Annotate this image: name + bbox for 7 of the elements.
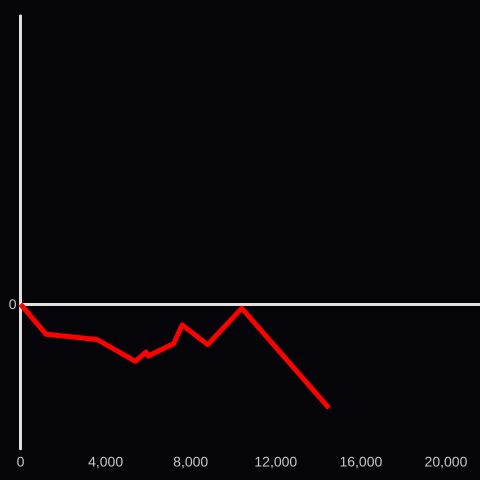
x-tick-label: 16,000 bbox=[339, 454, 382, 470]
x-tick-label: 0 bbox=[16, 454, 25, 470]
ref-line-label: 0 bbox=[8, 296, 17, 312]
x-tick-label: 20,000 bbox=[424, 454, 468, 470]
x-tick-label: 12,000 bbox=[254, 454, 298, 470]
x-tick-label: 8,000 bbox=[173, 454, 208, 470]
x-tick-label: 4,000 bbox=[88, 454, 124, 470]
